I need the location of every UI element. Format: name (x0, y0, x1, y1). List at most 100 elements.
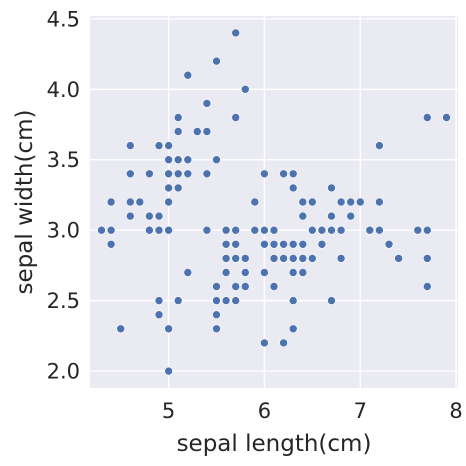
data-point (375, 197, 384, 207)
data-point (202, 99, 212, 108)
data-points (97, 28, 451, 376)
data-point (164, 141, 173, 150)
data-point (269, 225, 279, 235)
data-point (241, 282, 250, 291)
data-point (154, 225, 164, 235)
data-point (365, 225, 375, 235)
data-point (173, 169, 183, 179)
data-point (164, 169, 173, 179)
data-point (145, 225, 154, 235)
data-point (221, 254, 231, 263)
y-tick-label: 2.0 (47, 360, 80, 384)
data-point (164, 155, 173, 164)
data-point (202, 127, 212, 136)
x-tick-label: 7 (354, 399, 367, 423)
data-point (145, 211, 154, 221)
data-point (106, 197, 116, 207)
data-point (317, 225, 327, 235)
data-point (221, 268, 231, 277)
data-point (212, 296, 221, 305)
data-point (154, 310, 164, 320)
data-point (231, 282, 240, 291)
x-tick-label: 8 (449, 399, 462, 423)
y-axis-label: sepal width(cm) (12, 110, 38, 295)
data-point (231, 225, 240, 235)
data-point (260, 338, 269, 348)
data-point (231, 240, 240, 249)
data-point (298, 197, 308, 207)
plot-area (90, 16, 458, 388)
data-point (183, 169, 193, 179)
data-point (231, 28, 240, 38)
data-point (202, 169, 212, 179)
data-point (260, 169, 269, 179)
data-point (154, 211, 164, 221)
data-point (298, 211, 308, 221)
data-point (269, 254, 279, 263)
data-point (279, 338, 288, 348)
data-point (394, 254, 403, 263)
data-point (164, 225, 173, 235)
data-point (241, 254, 250, 263)
data-point (231, 113, 240, 122)
data-point (279, 254, 288, 263)
data-point (183, 155, 193, 164)
data-point (221, 225, 231, 235)
data-point (212, 324, 221, 334)
data-point (183, 70, 193, 80)
data-point (173, 127, 183, 136)
data-point (231, 296, 240, 305)
data-point (317, 240, 327, 249)
data-point (355, 197, 365, 207)
data-point (327, 225, 336, 235)
data-point (212, 56, 221, 66)
data-point (106, 240, 116, 249)
data-point (135, 197, 145, 207)
data-point (375, 141, 384, 150)
data-point (422, 225, 432, 235)
data-point (422, 282, 432, 291)
data-point (126, 197, 135, 207)
data-point (260, 240, 269, 249)
data-point (164, 324, 173, 334)
data-point (336, 254, 346, 263)
data-point (336, 197, 346, 207)
data-point (126, 211, 135, 221)
data-point (327, 211, 336, 221)
data-point (336, 225, 346, 235)
data-point (106, 225, 116, 235)
data-point (221, 296, 231, 305)
data-point (250, 225, 260, 235)
data-point (307, 197, 317, 207)
data-point (173, 183, 183, 193)
data-point (193, 127, 202, 136)
data-point (288, 254, 298, 263)
x-tick-label: 6 (258, 399, 271, 423)
data-point (173, 155, 183, 164)
data-point (288, 240, 298, 249)
data-point (298, 240, 308, 249)
data-point (384, 240, 394, 249)
data-point (212, 310, 221, 320)
data-point (288, 324, 298, 334)
data-point (346, 211, 356, 221)
data-point (288, 296, 298, 305)
y-tick-label: 4.0 (47, 78, 80, 102)
data-point (442, 113, 451, 122)
data-point (269, 282, 279, 291)
y-tick-label: 4.5 (47, 7, 80, 31)
y-tick-label: 2.5 (47, 289, 80, 313)
data-point (202, 225, 212, 235)
data-point (288, 183, 298, 193)
x-axis-label: sepal length(cm) (177, 431, 372, 457)
data-point (260, 268, 269, 277)
data-point (221, 240, 231, 249)
data-point (250, 197, 260, 207)
data-point (241, 268, 250, 277)
data-point (298, 254, 308, 263)
data-point (269, 240, 279, 249)
data-point (346, 197, 356, 207)
data-point (241, 85, 250, 94)
y-tick-label: 3.0 (47, 219, 80, 243)
